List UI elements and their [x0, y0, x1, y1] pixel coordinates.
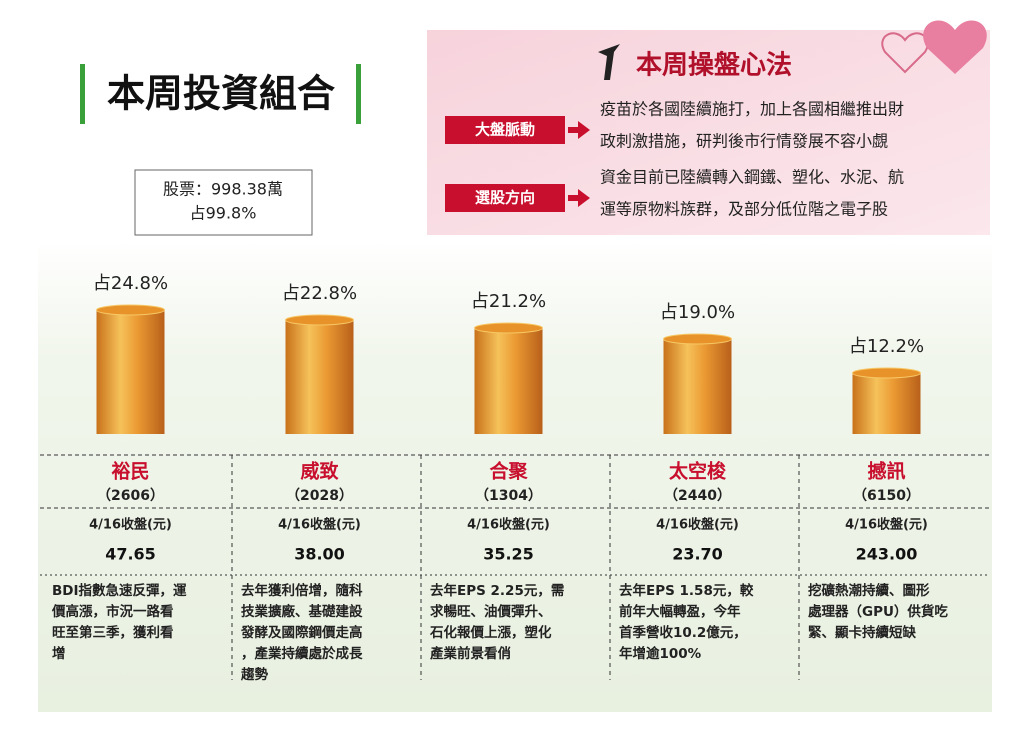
note: 處理器（GPU）供貨吃: [808, 603, 948, 620]
price-label: 4/16收盤(元): [656, 517, 739, 533]
bar-top: [852, 367, 921, 379]
price: 38.00: [294, 545, 345, 564]
stock-name: 合聚: [489, 460, 528, 483]
strategy-text: 運等原物料族群，及部分低位階之電子股: [600, 200, 888, 219]
stock-name: 太空梭: [669, 460, 727, 483]
strategy-title: 本周操盤心法: [636, 51, 792, 81]
note: 緊、顯卡持續短缺: [808, 624, 916, 641]
arrow: [568, 121, 590, 139]
heart-icon: [881, 32, 929, 74]
bar-top: [285, 314, 354, 326]
note: 去年EPS 2.25元，需: [430, 582, 564, 599]
strategy-icon: [598, 44, 620, 80]
price: 23.70: [672, 545, 723, 564]
note: 旺至第三季，獲利看: [52, 624, 174, 641]
bar: [96, 310, 165, 434]
note: 年增逾100%: [619, 645, 702, 662]
heart-icon: [923, 20, 987, 75]
bar: [474, 328, 543, 434]
title-bar: [356, 64, 361, 124]
bar: [663, 339, 732, 434]
stock-name: 撼訊: [867, 460, 905, 483]
label-box: [445, 184, 565, 212]
strategy-text: 資金目前已陸續轉入鋼鐵、塑化、水泥、航: [600, 168, 904, 187]
note: 首季營收10.2億元，: [619, 624, 747, 641]
bar-top: [663, 333, 732, 345]
bar-top: [96, 304, 165, 316]
strategy-items: 大盤脈動 疫苗於各國陸續施打，加上各國相繼推出財政刺激措施，研判後市行情發展不容小…: [445, 100, 904, 219]
bar: [285, 320, 354, 434]
title: 本周投資組合: [107, 72, 335, 116]
title-bar: [80, 64, 85, 124]
bar-top: [474, 322, 543, 334]
note: 去年獲利倍增，隨科: [241, 582, 363, 599]
note: 技業擴廠、基礎建設: [241, 603, 363, 620]
strategy-label: 大盤脈動: [475, 121, 535, 139]
price-label: 4/16收盤(元): [467, 517, 550, 533]
bar: [852, 373, 921, 434]
price: 243.00: [856, 545, 918, 564]
label-box: [445, 116, 565, 144]
note: 價高漲，市況一路看: [51, 603, 174, 620]
strategy-label: 選股方向: [475, 189, 535, 207]
summary-box: [134, 169, 313, 236]
note: 趨勢: [240, 666, 268, 683]
stock-code: （2606）: [97, 488, 164, 504]
note: 產業前景看俏: [429, 645, 511, 662]
stock-code: （2440）: [664, 488, 731, 504]
value-label: 占12.2%: [849, 336, 924, 357]
note: BDI指數急速反彈，運: [52, 582, 187, 599]
stock-name: 裕民: [111, 460, 149, 483]
value-label: 占19.0%: [660, 302, 735, 323]
chart: 占24.8% 裕民 （2606） 4/16收盤(元) 47.65 BDI指數急速反彈，運價…: [40, 273, 990, 683]
note: 求暢旺、油價彈升、: [430, 603, 552, 620]
price-label: 4/16收盤(元): [845, 517, 928, 533]
value-label: 占22.8%: [282, 283, 357, 304]
note: 前年大幅轉盈，今年: [619, 603, 741, 620]
summary: 占99.8%: [190, 204, 257, 223]
stock-code: （6150）: [853, 488, 920, 504]
note: ，產業持續處於成長: [241, 645, 363, 662]
note: 增: [52, 645, 66, 662]
strategy-text: 政刺激措施，研判後市行情發展不容小覷: [600, 132, 888, 151]
summary: 股票：998.38萬: [163, 180, 283, 199]
arrow: [568, 189, 590, 207]
stock-code: （2028）: [286, 488, 353, 504]
note: 石化報價上漲，塑化: [429, 624, 552, 641]
panel: [38, 240, 992, 712]
value-label: 占24.8%: [93, 273, 168, 294]
price-label: 4/16收盤(元): [89, 517, 172, 533]
stock-code: （1304）: [475, 488, 542, 504]
price: 47.65: [105, 545, 156, 564]
strategy-text: 疫苗於各國陸續施打，加上各國相繼推出財: [600, 100, 904, 119]
price: 35.25: [483, 545, 534, 564]
note: 去年EPS 1.58元，較: [619, 582, 754, 599]
price-label: 4/16收盤(元): [278, 517, 361, 533]
value-label: 占21.2%: [471, 291, 546, 312]
note: 挖礦熱潮持續、圖形: [808, 582, 930, 599]
stock-name: 威致: [300, 460, 339, 483]
note: 發酵及國際鋼價走高: [240, 624, 363, 641]
